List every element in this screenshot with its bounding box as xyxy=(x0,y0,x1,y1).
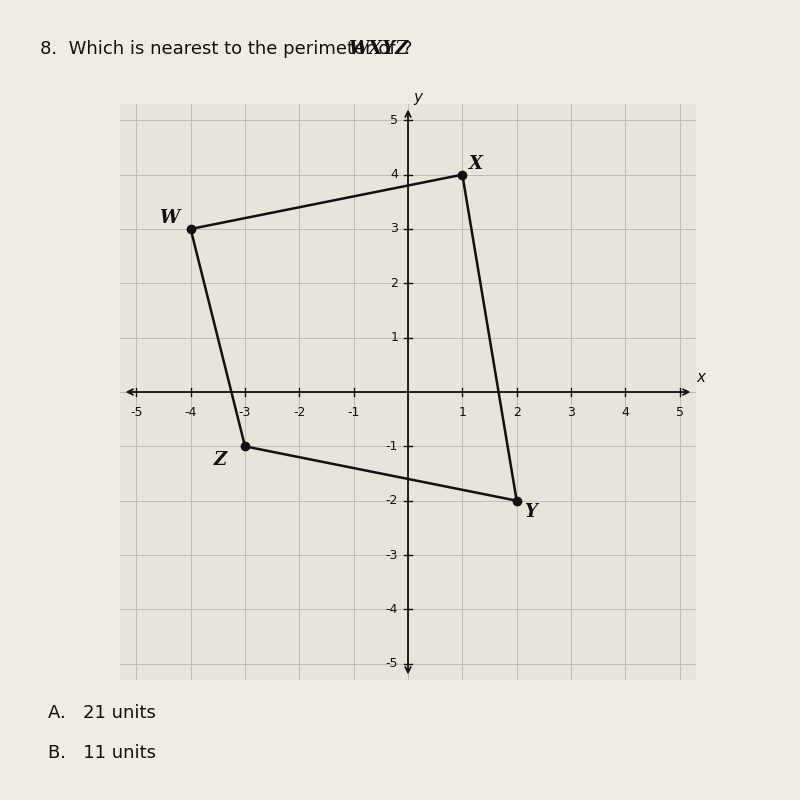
Text: -4: -4 xyxy=(386,603,398,616)
Text: -4: -4 xyxy=(185,406,197,418)
Text: x: x xyxy=(696,370,705,386)
Text: 2: 2 xyxy=(390,277,398,290)
Text: X: X xyxy=(469,154,483,173)
Text: B.   11 units: B. 11 units xyxy=(48,744,156,762)
Text: -5: -5 xyxy=(386,657,398,670)
Text: 5: 5 xyxy=(676,406,684,418)
Text: -2: -2 xyxy=(293,406,306,418)
Text: 8.  Which is nearest to the perimeter of: 8. Which is nearest to the perimeter of xyxy=(40,40,402,58)
Text: W: W xyxy=(158,209,179,227)
Text: 3: 3 xyxy=(567,406,575,418)
Text: -3: -3 xyxy=(238,406,251,418)
Text: 1: 1 xyxy=(390,331,398,344)
Text: Y: Y xyxy=(524,502,537,521)
Text: 1: 1 xyxy=(458,406,466,418)
Text: -1: -1 xyxy=(386,440,398,453)
Text: 2: 2 xyxy=(513,406,521,418)
Text: -2: -2 xyxy=(386,494,398,507)
Text: -3: -3 xyxy=(386,549,398,562)
Text: 4: 4 xyxy=(390,168,398,181)
Text: 3: 3 xyxy=(390,222,398,235)
Text: -5: -5 xyxy=(130,406,142,418)
Text: ?: ? xyxy=(402,40,412,58)
Text: y: y xyxy=(414,90,422,105)
Text: 4: 4 xyxy=(622,406,630,418)
Text: A.   21 units: A. 21 units xyxy=(48,704,156,722)
Text: WXYZ: WXYZ xyxy=(348,40,408,58)
Text: Z: Z xyxy=(214,451,227,469)
Text: -1: -1 xyxy=(347,406,360,418)
Text: 5: 5 xyxy=(390,114,398,127)
